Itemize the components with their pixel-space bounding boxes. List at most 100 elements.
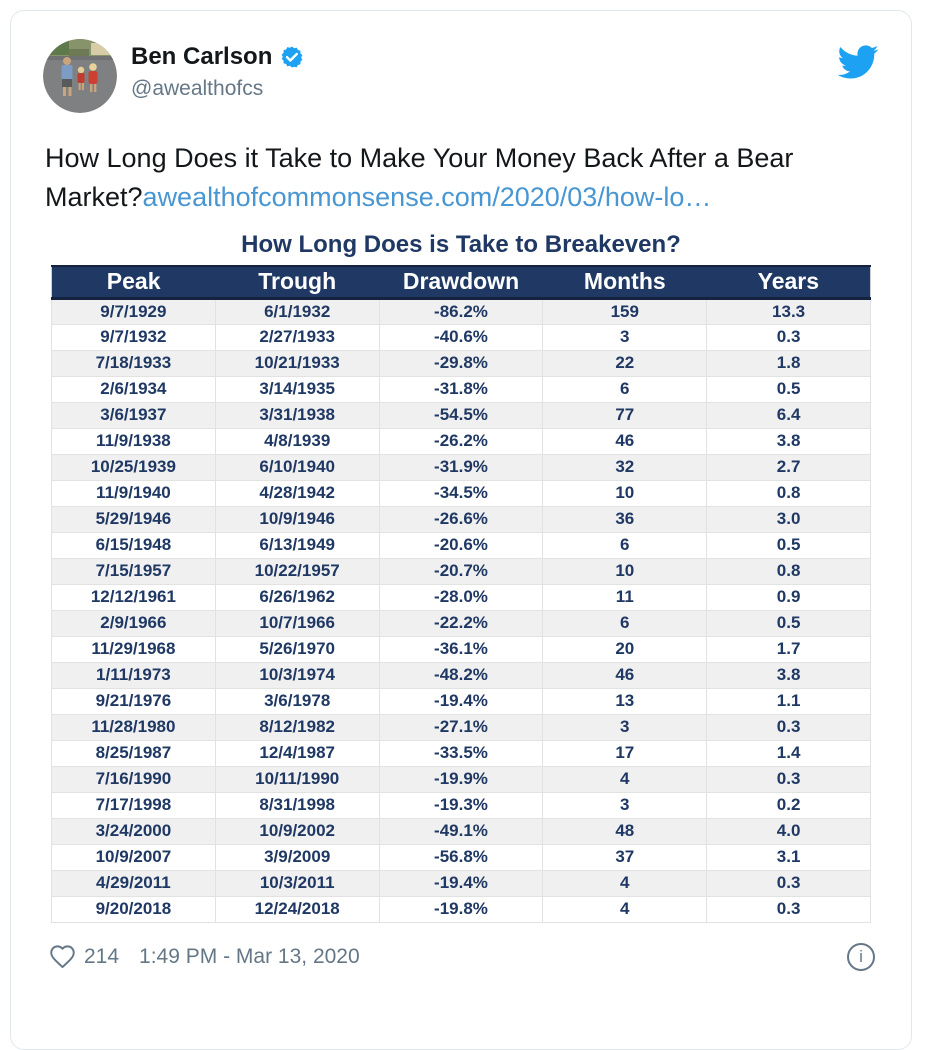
table-cell: 1.4 [706,739,871,767]
table-cell: -22.2% [378,609,544,637]
table-cell: -19.9% [378,765,544,793]
table-cell: -36.1% [378,635,544,663]
table-cell: 6 [542,531,708,559]
table-cell: -20.6% [378,531,544,559]
table-cell: 0.5 [706,531,871,559]
table-cell: -54.5% [378,401,544,429]
table-cell: 32 [542,453,708,481]
table-cell: 2/27/1933 [214,323,380,351]
column-header: Trough [215,265,380,300]
table-cell: 3.8 [706,427,871,455]
tweet-media-table[interactable]: How Long Does is Take to Breakeven? Peak… [43,231,879,923]
table-cell: 9/7/1929 [51,297,216,325]
table-row: 7/16/1990 10/11/1990 -19.9% 4 0.3 [51,765,871,793]
info-icon[interactable]: i [847,942,875,971]
table-cell: 0.5 [706,375,871,403]
author-block: Ben Carlson @awealthofcs [131,39,304,100]
table-cell: 3.8 [706,661,871,689]
table-cell: 1/11/1973 [51,661,216,689]
table-cell: 10/25/1939 [51,453,216,481]
table-cell: -48.2% [378,661,544,689]
table-cell: 11 [542,583,708,611]
like-button[interactable]: 214 [49,943,119,970]
table-cell: -19.8% [378,895,544,923]
twitter-logo-icon[interactable] [837,45,879,84]
table-cell: 3/31/1938 [214,401,380,429]
table-cell: 0.8 [706,479,871,507]
table-cell: 0.3 [706,765,871,793]
heart-icon [49,943,76,970]
tweet-link[interactable]: awealthofcommonsense.com/2020/03/how-lo… [142,182,712,212]
table-cell: -40.6% [378,323,544,351]
tweet-card: Ben Carlson @awealthofcs How Long Does i [10,10,912,1050]
table-cell: 11/9/1940 [51,479,216,507]
table-cell: 1.1 [706,687,871,715]
table-cell: 7/17/1998 [51,791,216,819]
table-cell: -19.4% [378,687,544,715]
tweet-text-line2: Market? [45,182,143,212]
table-cell: 4.0 [706,817,871,845]
table-cell: -33.5% [378,739,544,767]
author-name[interactable]: Ben Carlson [131,43,273,70]
table-cell: 10/9/2007 [51,843,216,871]
table-cell: 3.0 [706,505,871,533]
table-cell: 10/7/1966 [214,609,380,637]
table-cell: 17 [542,739,708,767]
table-cell: -26.6% [378,505,544,533]
table-cell: -19.4% [378,869,544,897]
table-cell: 3/24/2000 [51,817,216,845]
table-cell: 37 [542,843,708,871]
table-cell: 4 [542,869,708,897]
table-cell: 0.9 [706,583,871,611]
table-cell: 12/12/1961 [51,583,216,611]
table-row: 11/9/1940 4/28/1942 -34.5% 10 0.8 [51,479,871,507]
table-cell: 10/3/2011 [214,869,380,897]
table-cell: 0.8 [706,557,871,585]
table-cell: 159 [542,297,708,325]
table-cell: 6/15/1948 [51,531,216,559]
author-handle[interactable]: @awealthofcs [131,77,264,101]
table-cell: 77 [542,401,708,429]
table-row: 12/12/1961 6/26/1962 -28.0% 11 0.9 [51,583,871,611]
table-cell: 12/4/1987 [214,739,380,767]
table-cell: 5/29/1946 [51,505,216,533]
table-cell: 2.7 [706,453,871,481]
verified-badge-icon [280,45,304,69]
table-cell: 6/13/1949 [214,531,380,559]
timestamp-link[interactable]: 1:49 PM - Mar 13, 2020 [139,944,360,968]
like-count[interactable]: 214 [84,944,120,968]
table-cell: -49.1% [378,817,544,845]
table-cell: 10/3/1974 [214,661,380,689]
table-row: 9/21/1976 3/6/1978 -19.4% 13 1.1 [51,687,871,715]
table-cell: 3/6/1937 [51,401,216,429]
table-cell: 0.3 [706,323,871,351]
table-cell: 5/26/1970 [214,635,380,663]
table-row: 2/6/1934 3/14/1935 -31.8% 6 0.5 [51,375,871,403]
table-cell: -19.3% [378,791,544,819]
table-cell: -29.8% [378,349,544,377]
table-cell: -31.8% [378,375,544,403]
table-cell: 4 [542,895,708,923]
table-cell: 4/28/1942 [214,479,380,507]
table-cell: 8/12/1982 [214,713,380,741]
table-cell: 10/9/1946 [214,505,380,533]
table-row: 11/9/1938 4/8/1939 -26.2% 46 3.8 [51,427,871,455]
table-cell: 3.1 [706,843,871,871]
table-cell: 13.3 [706,297,871,325]
table-cell: 10/9/2002 [214,817,380,845]
table-cell: 0.2 [706,791,871,819]
table-cell: 6/1/1932 [214,297,380,325]
table-row: 9/20/2018 12/24/2018 -19.8% 4 0.3 [51,895,871,923]
avatar[interactable] [43,39,117,113]
table-row: 9/7/1929 6/1/1932 -86.2% 159 13.3 [51,297,871,325]
table-cell: -86.2% [378,297,544,325]
table-cell: 8/31/1998 [214,791,380,819]
table-cell: 11/29/1968 [51,635,216,663]
table-cell: 11/9/1938 [51,427,216,455]
table-cell: 46 [542,661,708,689]
table-cell: 3 [542,713,708,741]
column-header: Years [706,265,871,300]
table-cell: -26.2% [378,427,544,455]
table-cell: 4 [542,765,708,793]
avatar-photo [43,39,117,113]
